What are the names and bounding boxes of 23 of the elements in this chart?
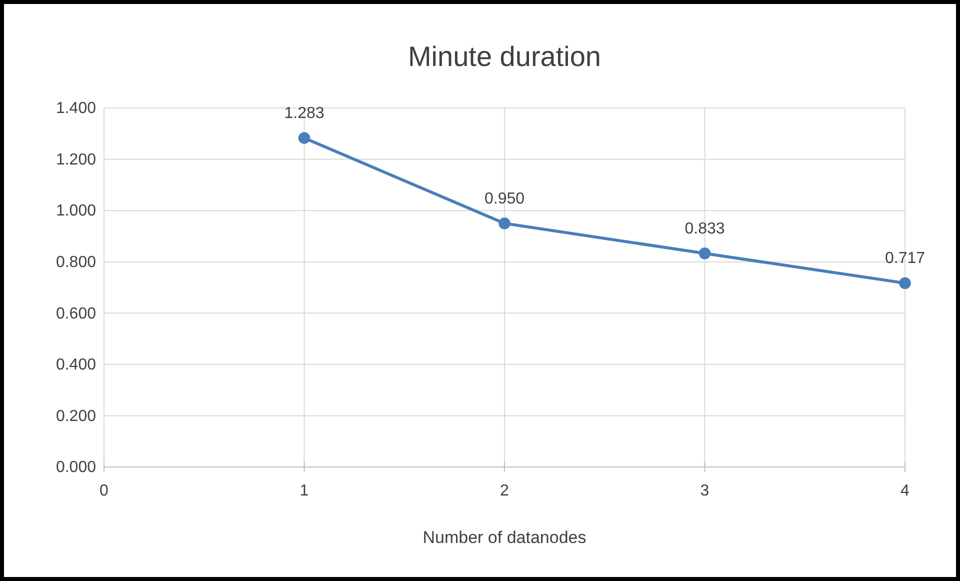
y-tick-label: 0.600 xyxy=(56,305,96,322)
x-tick-label: 1 xyxy=(300,482,309,500)
x-tick-label: 3 xyxy=(700,482,710,500)
y-tick-label: 1.400 xyxy=(56,100,96,118)
y-tick-label: 0.400 xyxy=(56,356,96,374)
y-tick-label: 1.200 xyxy=(56,151,96,168)
x-axis-title: Number of datanodes xyxy=(422,528,586,547)
y-tick-label: 0.200 xyxy=(56,408,96,425)
point xyxy=(298,132,310,144)
y-tick-label: 0.800 xyxy=(56,254,96,271)
x-tick-label: 2 xyxy=(500,482,510,500)
y-tick-label: 1.000 xyxy=(56,202,96,220)
point xyxy=(498,217,510,230)
data-label: 0.717 xyxy=(884,250,926,268)
point xyxy=(899,277,911,290)
data-label: 0.833 xyxy=(684,220,725,238)
point xyxy=(698,247,711,260)
x-tick-label: 0 xyxy=(100,482,109,500)
chart-title: Minute duration xyxy=(408,41,602,72)
data-label: 1.283 xyxy=(284,105,324,122)
x-tick-label: 4 xyxy=(900,482,910,500)
y-tick-label: 0.000 xyxy=(56,459,96,476)
data-label: 0.950 xyxy=(484,190,525,208)
